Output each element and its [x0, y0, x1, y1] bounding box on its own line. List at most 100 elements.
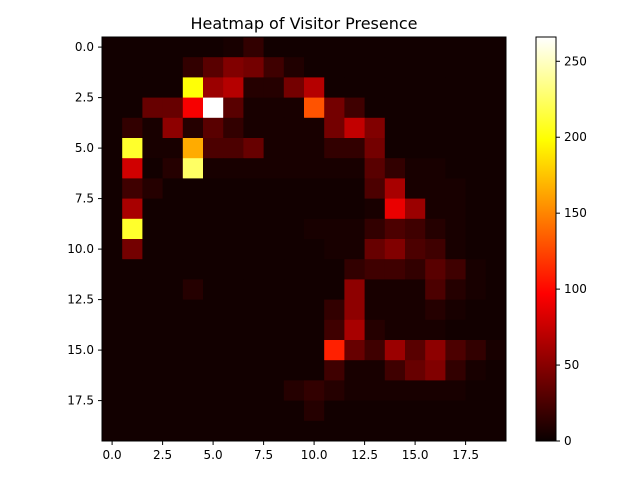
heatmap-cell [182, 57, 204, 78]
heatmap-cell [203, 360, 224, 381]
heatmap-cell [223, 158, 244, 179]
heatmap-cell [364, 77, 386, 98]
heatmap-cell [465, 218, 487, 240]
heatmap-cell [122, 299, 143, 321]
heatmap-cell [324, 279, 345, 300]
heatmap-cell [304, 218, 325, 240]
heatmap-cell [182, 299, 204, 321]
heatmap-cell [243, 380, 264, 401]
heatmap-cell [364, 158, 386, 179]
heatmap-cell [485, 218, 507, 240]
x-tick-label: 0.0 [103, 448, 122, 462]
heatmap-cell [304, 380, 325, 401]
heatmap-cell [142, 77, 163, 98]
heatmap-cell [384, 77, 406, 98]
heatmap-cell [182, 77, 204, 98]
colorbar-tick-label: 250 [564, 54, 587, 68]
heatmap-cell [203, 198, 224, 220]
heatmap-cell [485, 319, 507, 341]
heatmap-cell [243, 360, 264, 381]
heatmap-cell [405, 37, 426, 58]
heatmap-cell [223, 198, 244, 220]
heatmap-cell [384, 319, 406, 341]
heatmap-cell [384, 340, 406, 361]
heatmap-cell [405, 360, 426, 381]
heatmap-cell [304, 360, 325, 381]
heatmap-cell [142, 400, 163, 422]
heatmap-cell [223, 319, 244, 341]
heatmap-cell [304, 57, 325, 78]
x-tick-label: 7.5 [254, 448, 273, 462]
heatmap-cell [142, 340, 163, 361]
heatmap-cell [162, 380, 184, 401]
heatmap-cell [344, 138, 365, 159]
heatmap-cell [465, 178, 487, 199]
heatmap-cell [324, 340, 345, 361]
heatmap-cell [384, 97, 406, 119]
heatmap-cell [162, 400, 184, 422]
heatmap-cell [283, 259, 305, 280]
heatmap-cell [364, 259, 386, 280]
heatmap-cell [304, 178, 325, 199]
heatmap-cell [182, 117, 204, 139]
heatmap-cell [182, 138, 204, 159]
heatmap-cell [283, 400, 305, 422]
heatmap-cell [263, 400, 285, 422]
colorbar-tick-label: 100 [564, 282, 587, 296]
heatmap-cell [283, 340, 305, 361]
heatmap-cell [364, 319, 386, 341]
heatmap-cell [283, 420, 305, 442]
heatmap-cell [485, 279, 507, 300]
heatmap-cell [102, 380, 123, 401]
heatmap-cell [485, 158, 507, 179]
heatmap-cell [162, 57, 184, 78]
heatmap-cell [465, 198, 487, 220]
heatmap-cell [405, 400, 426, 422]
heatmap-cell [223, 340, 244, 361]
heatmap-cell [364, 400, 386, 422]
heatmap-cell [384, 158, 406, 179]
x-tick-label: 5.0 [204, 448, 223, 462]
heatmap-cell [182, 279, 204, 300]
heatmap-cell [102, 178, 123, 199]
heatmap-cell [324, 77, 345, 98]
heatmap-cell [405, 259, 426, 280]
heatmap-cell [445, 37, 466, 58]
heatmap-cell [324, 138, 345, 159]
heatmap-cell [203, 117, 224, 139]
heatmap-cell [324, 158, 345, 179]
heatmap-cell [324, 218, 345, 240]
heatmap-cell [142, 117, 163, 139]
heatmap-cell [122, 57, 143, 78]
heatmap-cell [142, 138, 163, 159]
heatmap-cell [324, 299, 345, 321]
heatmap-cell [425, 57, 446, 78]
heatmap-cell [405, 380, 426, 401]
heatmap-cell [223, 178, 244, 199]
heatmap-cell [223, 97, 244, 119]
heatmap-cell [203, 158, 224, 179]
heatmap-cell [384, 138, 406, 159]
heatmap-cell [465, 77, 487, 98]
heatmap-cell [364, 97, 386, 119]
heatmap-cell [304, 198, 325, 220]
heatmap-cell [465, 340, 487, 361]
heatmap-cell [485, 340, 507, 361]
y-tick-label: 0.0 [75, 40, 94, 54]
heatmap-cell [465, 299, 487, 321]
heatmap-cell [203, 279, 224, 300]
heatmap-cell [122, 198, 143, 220]
heatmap-cell [445, 218, 466, 240]
heatmap-cell [344, 97, 365, 119]
heatmap-cell [425, 400, 446, 422]
heatmap-cell [485, 77, 507, 98]
heatmap-cell [203, 319, 224, 341]
heatmap-cell [465, 319, 487, 341]
heatmap-cell [425, 279, 446, 300]
heatmap-cell [243, 178, 264, 199]
heatmap-cell [304, 239, 325, 260]
heatmap-cell [263, 117, 285, 139]
heatmap-cell [162, 259, 184, 280]
heatmap-cell [142, 198, 163, 220]
